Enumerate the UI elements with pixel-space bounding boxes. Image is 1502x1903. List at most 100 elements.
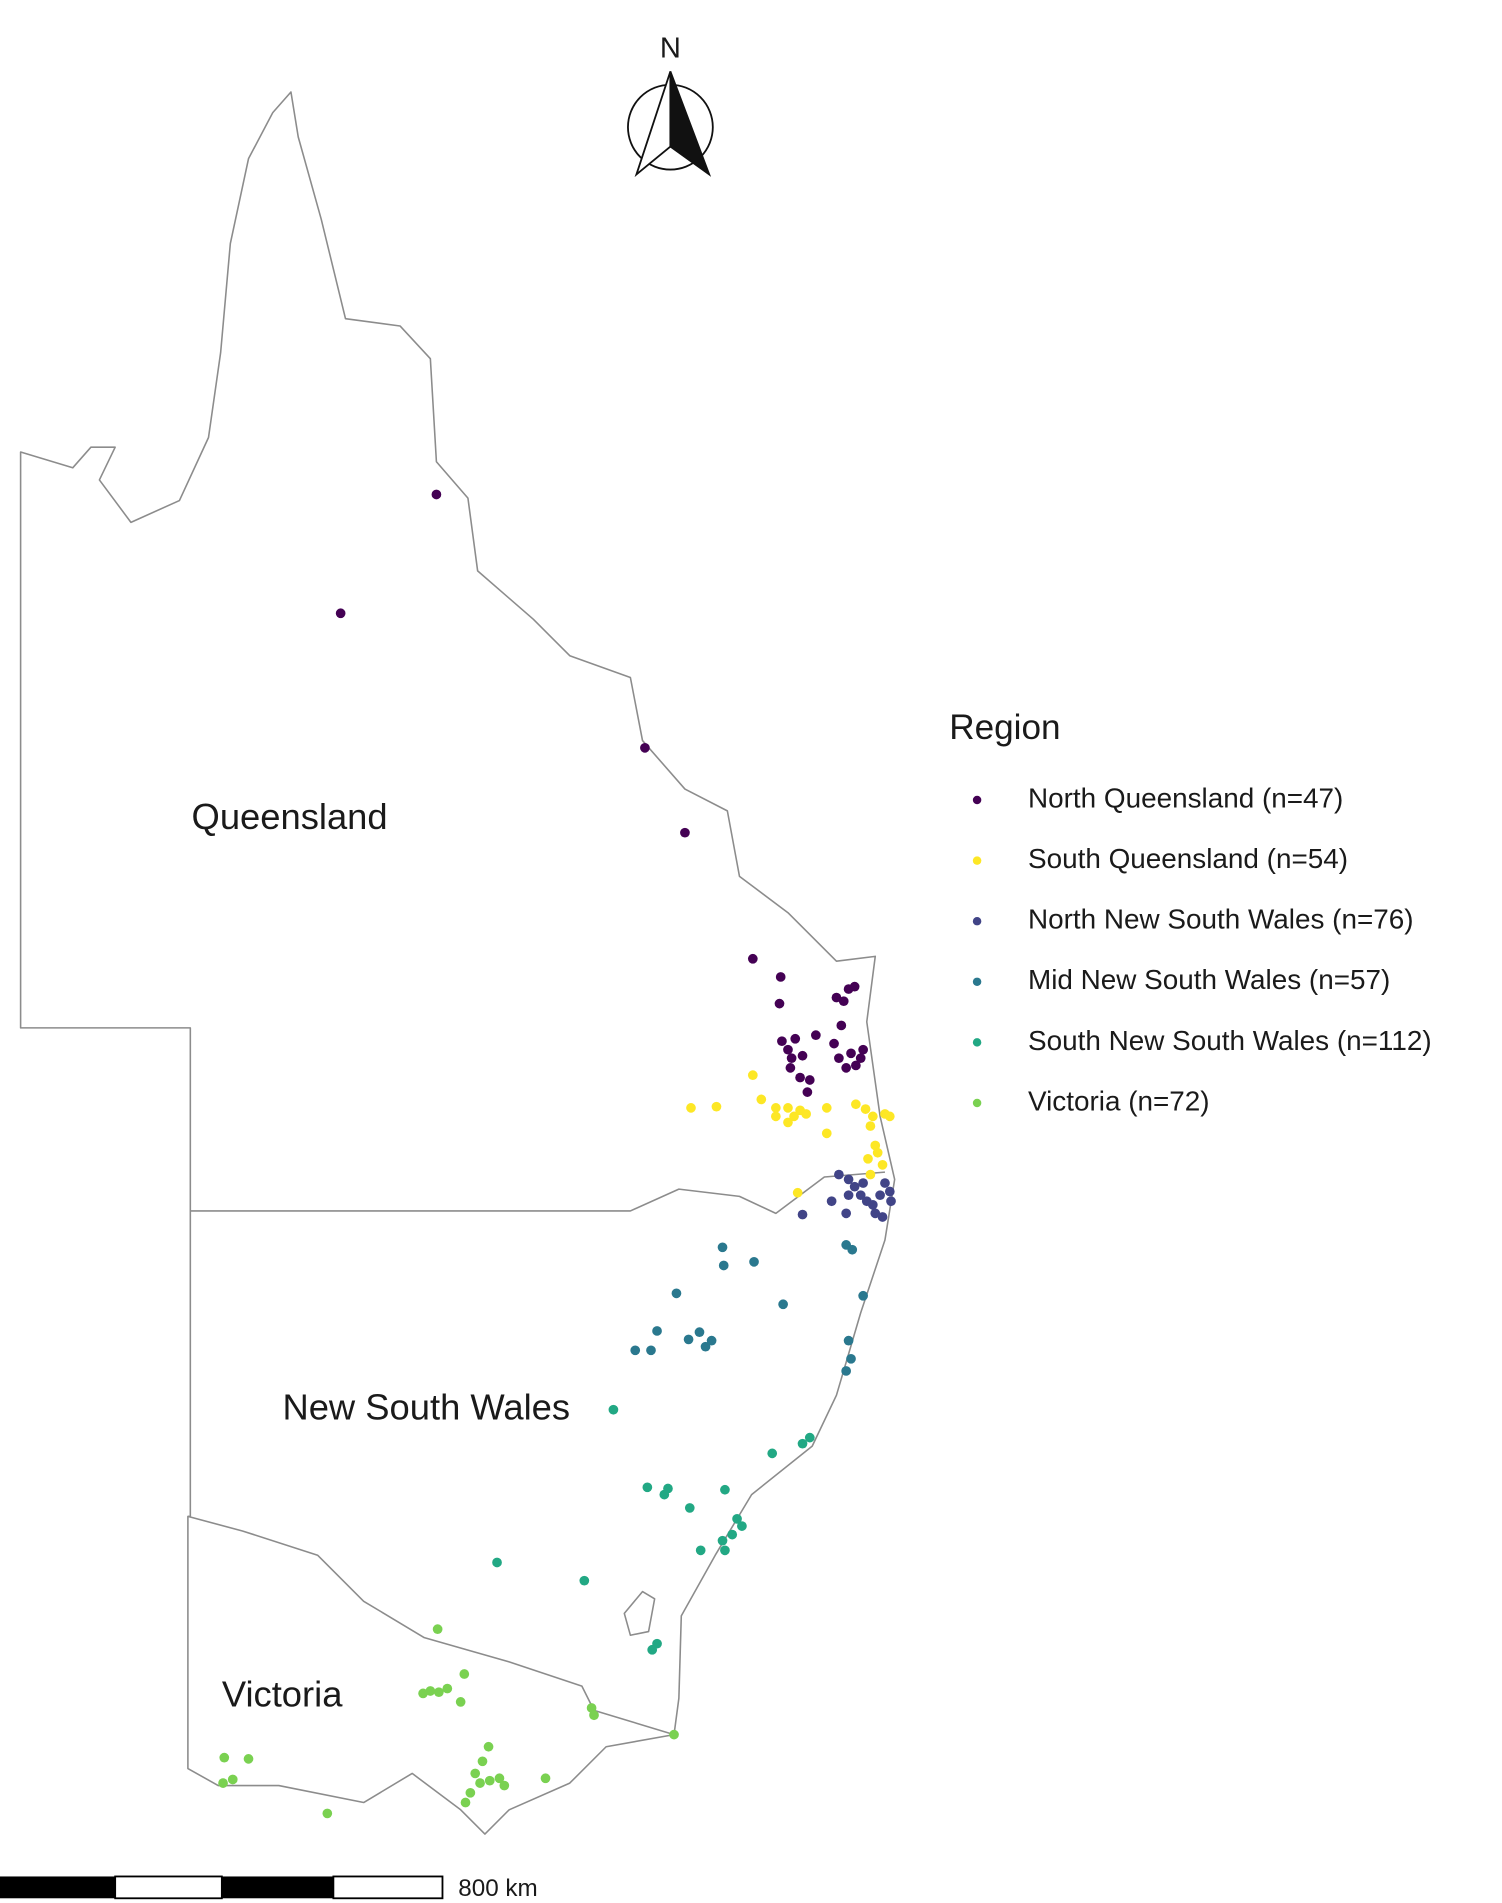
site-point — [778, 1299, 788, 1310]
site-point — [756, 1094, 767, 1105]
site-point — [804, 1075, 815, 1085]
site-point — [775, 972, 786, 982]
site-point — [477, 1756, 488, 1767]
site-point — [836, 1020, 847, 1031]
site-point — [797, 1050, 808, 1061]
site-point — [858, 1178, 868, 1188]
site-point — [855, 1190, 866, 1201]
site-point — [875, 1190, 885, 1201]
site-point — [465, 1787, 476, 1798]
site-point — [865, 1121, 876, 1131]
site-point — [804, 1432, 815, 1443]
site-point — [640, 742, 650, 753]
state-label: New South Wales — [282, 1386, 570, 1427]
site-point — [786, 1053, 797, 1064]
site-point — [737, 1521, 747, 1531]
legend-label: Victoria (n=72) — [1028, 1085, 1210, 1116]
site-point — [826, 1196, 837, 1207]
site-point — [847, 1244, 858, 1255]
site-point — [335, 608, 346, 619]
site-point — [849, 1181, 860, 1192]
scale-bar: 800 km — [0, 1875, 538, 1902]
site-point — [792, 1187, 803, 1198]
site-point — [470, 1768, 481, 1779]
site-point — [851, 1060, 861, 1071]
site-point — [492, 1557, 502, 1568]
site-point — [771, 1103, 781, 1113]
site-point — [789, 1111, 799, 1122]
state-label: Victoria — [222, 1674, 343, 1715]
site-point — [652, 1326, 662, 1336]
site-point — [811, 1030, 821, 1040]
site-point — [727, 1529, 738, 1540]
site-point — [218, 1778, 228, 1788]
compass-needle — [669, 71, 712, 177]
site-point — [483, 1741, 494, 1752]
site-point — [841, 1063, 852, 1073]
site-point — [843, 1174, 854, 1185]
site-point — [642, 1482, 653, 1493]
site-point — [863, 1153, 873, 1164]
site-point — [630, 1345, 641, 1356]
site-point — [442, 1683, 453, 1694]
site-point — [684, 1503, 695, 1513]
legend-key — [972, 856, 982, 865]
site-point — [669, 1729, 679, 1740]
site-point — [797, 1209, 808, 1220]
island — [623, 1590, 656, 1637]
site-point — [831, 992, 842, 1003]
site-point — [801, 1109, 812, 1119]
site-point — [686, 1103, 696, 1113]
site-point — [243, 1754, 254, 1764]
scale-segment — [221, 1876, 334, 1899]
site-point — [821, 1103, 832, 1113]
legend-label: North New South Wales (n=76) — [1028, 904, 1414, 935]
site-point — [870, 1208, 881, 1219]
site-point — [867, 1200, 878, 1210]
site-point — [608, 1404, 619, 1415]
site-point — [749, 1256, 759, 1267]
site-point — [843, 1190, 854, 1201]
site-point — [589, 1710, 599, 1721]
site-point — [720, 1484, 730, 1495]
site-point — [431, 489, 442, 500]
site-point — [680, 827, 690, 838]
legend-label: South New South Wales (n=112) — [1028, 1025, 1432, 1056]
site-point — [459, 1669, 470, 1679]
site-point — [886, 1196, 896, 1207]
scale-segment — [0, 1876, 116, 1899]
site-point — [322, 1808, 333, 1819]
site-point — [475, 1778, 485, 1788]
site-point — [767, 1448, 778, 1459]
site-point — [783, 1044, 793, 1055]
site-point — [499, 1780, 510, 1791]
north-label: N — [660, 32, 681, 64]
site-point — [870, 1140, 881, 1151]
site-point — [219, 1752, 230, 1763]
legend-key — [972, 795, 982, 805]
legend-label: North Queensland (n=47) — [1028, 782, 1343, 813]
state-border — [187, 1515, 675, 1736]
site-point — [425, 1686, 436, 1696]
site-point — [484, 1775, 495, 1786]
state-border — [190, 1171, 886, 1215]
site-point — [867, 1111, 878, 1122]
site-point — [872, 1147, 883, 1158]
site-point — [460, 1797, 471, 1808]
site-point — [747, 1070, 758, 1081]
legend-label: Mid New South Wales (n=57) — [1028, 964, 1390, 995]
site-point — [783, 1103, 793, 1113]
state-label: Queensland — [192, 796, 388, 837]
site-point — [455, 1697, 466, 1707]
site-point — [855, 1053, 866, 1064]
site-point — [821, 1128, 832, 1139]
site-point — [647, 1644, 658, 1655]
site-point — [865, 1169, 876, 1180]
site-point — [706, 1335, 717, 1346]
site-point — [694, 1327, 705, 1338]
site-point — [829, 1038, 839, 1049]
site-point — [540, 1773, 551, 1784]
site-point — [884, 1186, 895, 1197]
